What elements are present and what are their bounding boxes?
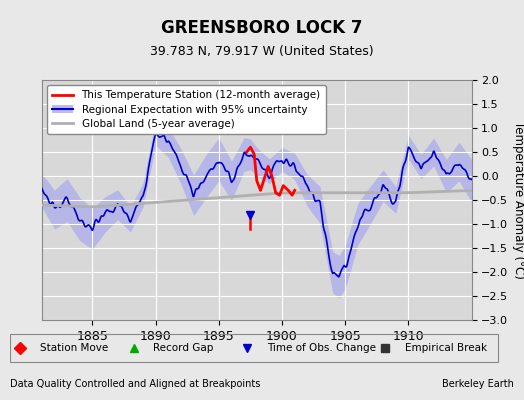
Text: Record Gap: Record Gap — [154, 343, 214, 353]
Legend: This Temperature Station (12-month average), Regional Expectation with 95% uncer: This Temperature Station (12-month avera… — [47, 85, 326, 134]
Y-axis label: Temperature Anomaly (°C): Temperature Anomaly (°C) — [512, 121, 524, 279]
Text: Data Quality Controlled and Aligned at Breakpoints: Data Quality Controlled and Aligned at B… — [10, 379, 261, 389]
Text: Station Move: Station Move — [40, 343, 108, 353]
Text: Time of Obs. Change: Time of Obs. Change — [267, 343, 376, 353]
Text: 39.783 N, 79.917 W (United States): 39.783 N, 79.917 W (United States) — [150, 46, 374, 58]
Text: Berkeley Earth: Berkeley Earth — [442, 379, 514, 389]
Text: Empirical Break: Empirical Break — [405, 343, 487, 353]
Text: GREENSBORO LOCK 7: GREENSBORO LOCK 7 — [161, 19, 363, 37]
